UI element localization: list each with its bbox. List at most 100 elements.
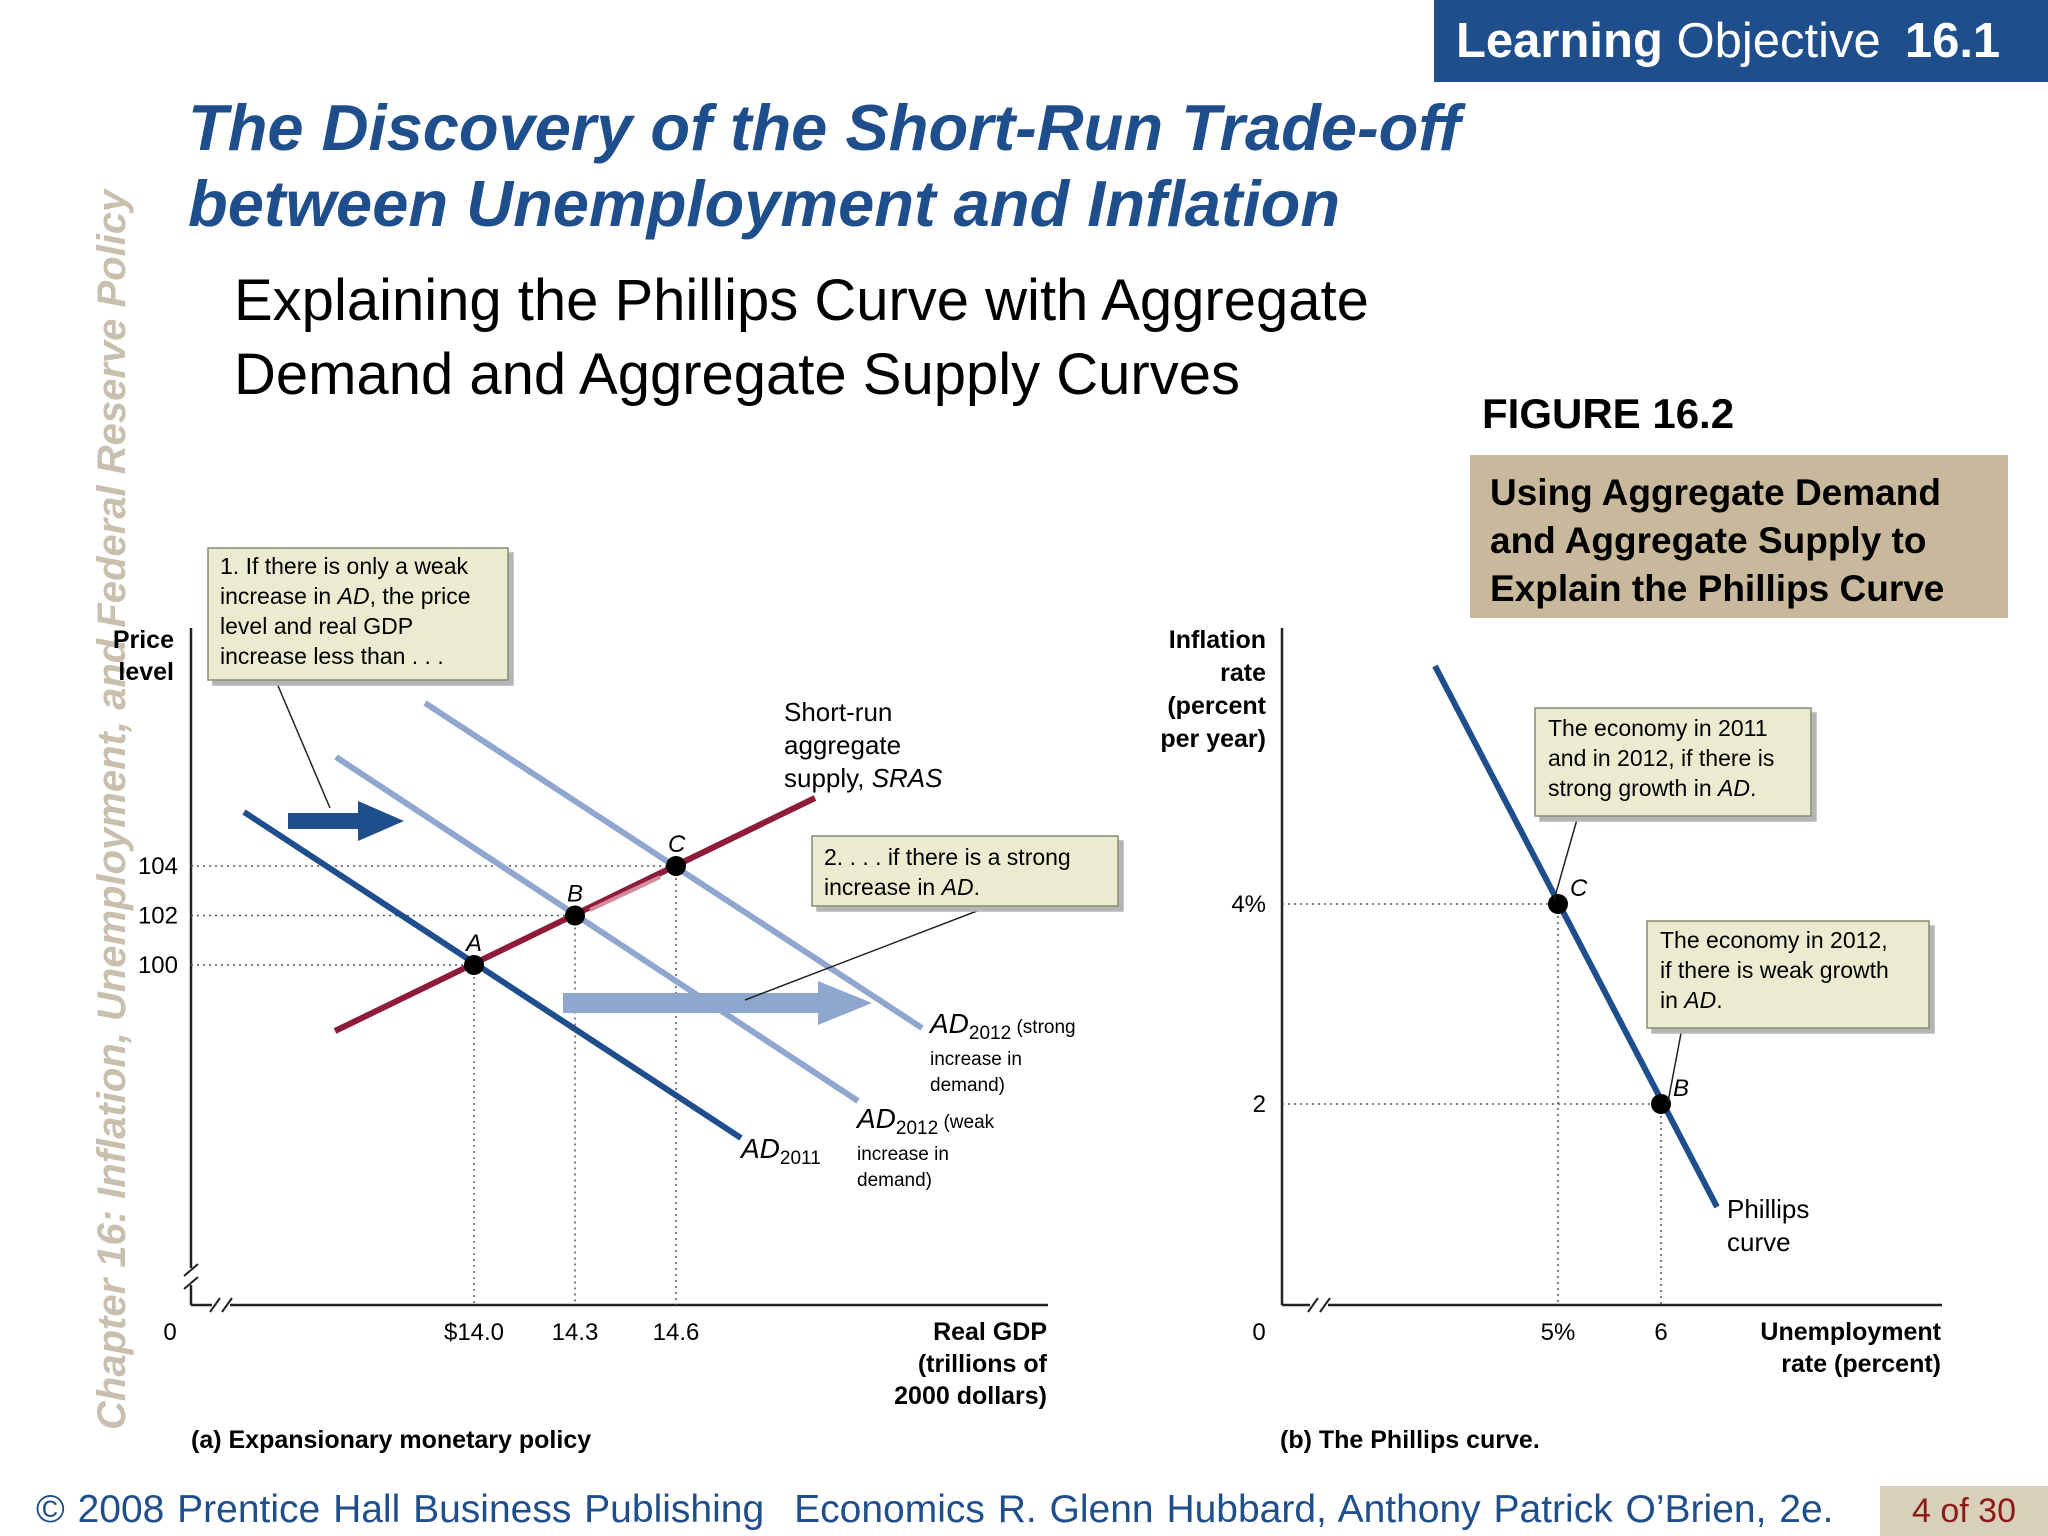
panel-a-point-A <box>464 955 484 975</box>
sras-label-3-text: supply, <box>784 763 872 793</box>
sras-shift-arrow <box>589 875 661 912</box>
panel-b-xlabel-2: rate (percent) <box>1781 1350 1941 1378</box>
panel-b-point-B <box>1651 1094 1671 1114</box>
panel-b-point-C <box>1548 894 1568 914</box>
panel-b-ylabel-2: rate <box>1220 659 1266 687</box>
panel-b-point-label-C: C <box>1570 875 1588 902</box>
note-b-strong-line1: The economy in 2011 <box>1548 715 1768 741</box>
note-strong-line2-b: . <box>974 874 980 900</box>
panel-b-ylabel-4: per year) <box>1160 725 1266 753</box>
slide-title-line1: The Discovery of the Short-Run Trade-off <box>188 91 1461 164</box>
panel-a-x-break1 <box>209 1297 221 1313</box>
ad-strong-label-sub: 2012 <box>969 1023 1011 1044</box>
panel-a-xlabel-2: (trillions of <box>918 1350 1048 1378</box>
panel-b-y-tick: 2 <box>1253 1091 1266 1118</box>
panel-a-weak-shift-arrow <box>288 801 404 841</box>
note-b-weak-line3-a: in <box>1660 987 1684 1013</box>
footer: © 2008 Prentice Hall Business Publishing… <box>36 1488 1863 1532</box>
note-b-weak-line1: The economy in 2012, <box>1660 927 1888 953</box>
panel-a-y-tick: 104 <box>138 853 178 880</box>
slide-subtitle-line2: Demand and Aggregate Supply Curves <box>234 342 1240 407</box>
ad-weak-note-1: (weak <box>938 1112 994 1133</box>
panel-a-points: A B C <box>464 831 686 975</box>
ad-strong-note-1: (strong <box>1011 1017 1075 1038</box>
panel-b-ticks: 5% 6 4% 2 <box>1231 891 1667 1346</box>
ad-weak-note-2: increase in <box>857 1144 949 1165</box>
note-weak-line4: increase less than . . . <box>220 643 444 669</box>
ad-weak-label-base: AD <box>855 1103 896 1134</box>
panel-b-caption: (b) The Phillips curve. <box>1280 1426 1540 1454</box>
panel-a-x-tick: $14.0 <box>444 1319 504 1346</box>
figure-caption-line2: and Aggregate Supply to <box>1490 520 1927 561</box>
panel-b-point-label-B: B <box>1673 1075 1689 1102</box>
ad-strong-note-3: demand) <box>930 1075 1005 1096</box>
panel-a-point-C <box>666 856 686 876</box>
ad2012-strong-curve <box>423 700 924 1031</box>
note-strong-line2: increase in AD. <box>824 874 980 900</box>
panel-b: Inflation rate (percent per year) 0 Unem… <box>1160 626 1942 1454</box>
note-b-weak-line2: if there is weak growth <box>1660 957 1889 983</box>
panel-a-origin: 0 <box>163 1319 176 1346</box>
note-weak-box <box>207 547 509 681</box>
ad2012-weak-curve <box>334 754 860 1104</box>
panel-a-y-break1 <box>183 1263 199 1277</box>
ad2011-label-sub: 2011 <box>780 1148 821 1169</box>
sras-label-1: Short-run <box>784 697 892 727</box>
panel-a-guides <box>191 865 677 1305</box>
panel-b-ylabel-3: (percent <box>1167 692 1266 720</box>
note-b-weak-box <box>1646 920 1930 1029</box>
learning-objective-banner: Learning Objective 16.1 <box>1434 0 2048 82</box>
ad-weak-label-sub: 2012 <box>896 1118 938 1139</box>
panel-a-x-break2 <box>221 1297 233 1313</box>
panel-a-point-label-B: B <box>567 881 583 908</box>
sras-label-2: aggregate <box>784 730 901 760</box>
phillips-label-1: Phillips <box>1727 1194 1809 1224</box>
slide-title-line2: between Unemployment and Inflation <box>188 167 1341 240</box>
note-b-weak-line3-b: . <box>1716 987 1722 1013</box>
panel-a-xlabel-3: 2000 dollars) <box>894 1382 1047 1410</box>
note-b-strong-line3: strong growth in AD. <box>1548 775 1756 801</box>
note-strong-line2-italic: AD <box>940 874 974 900</box>
panel-b-y-tick: 4% <box>1231 891 1266 918</box>
footer-copyright: © 2008 Prentice Hall Business Publishing <box>36 1488 765 1531</box>
note-weak-line2-a: increase in <box>220 583 338 609</box>
panel-a-caption: (a) Expansionary monetary policy <box>191 1426 591 1454</box>
panel-a-point-B <box>565 905 585 926</box>
note-weak-line2-italic: AD <box>336 583 370 609</box>
panel-b-x-tick: 6 <box>1654 1319 1667 1346</box>
ad2011-label-base: AD <box>739 1133 780 1164</box>
note-b-strong-leader <box>1553 815 1579 901</box>
panel-b-guides <box>1282 903 1662 1305</box>
panel-b-ylabel-1: Inflation <box>1169 626 1266 654</box>
note-weak-line1: 1. If there is only a weak <box>220 553 469 579</box>
note-b-strong-box <box>1534 707 1812 817</box>
ad-weak-note-3: demand) <box>857 1170 932 1191</box>
note-weak-line3: level and real GDP <box>220 613 413 639</box>
ad-strong-label-base: AD <box>928 1008 969 1039</box>
phillips-curve <box>1432 664 1720 1209</box>
figure-caption-line3: Explain the Phillips Curve <box>1490 568 1945 609</box>
panel-a-ticks: $14.0 14.3 14.6 104 102 100 <box>138 853 699 1346</box>
panel-b-origin: 0 <box>1252 1319 1265 1346</box>
panel-a-y-break2 <box>183 1276 199 1290</box>
figure-caption-line1: Using Aggregate Demand <box>1490 472 1941 513</box>
sras-label-3: supply, SRAS <box>784 763 943 793</box>
note-strong-line1: 2. . . . if there is a strong <box>824 844 1071 870</box>
panel-b-x-break1 <box>1307 1297 1319 1313</box>
panel-b-x-tick: 5% <box>1541 1319 1576 1346</box>
sras-curve <box>333 795 817 1034</box>
ad2011-label: AD2011 <box>739 1133 821 1169</box>
note-weak-line2-b: , the price <box>370 583 471 609</box>
panel-a-y-tick: 102 <box>138 903 178 930</box>
panel-a-strong-shift-arrow <box>563 981 872 1025</box>
note-b-strong-line3-italic: AD <box>1716 775 1750 801</box>
panel-a-x-tick: 14.3 <box>552 1319 599 1346</box>
slide-subtitle: Explaining the Phillips Curve with Aggre… <box>234 264 1494 412</box>
panel-b-xlabel-1: Unemployment <box>1760 1318 1941 1346</box>
panel-a-xlabel-1: Real GDP <box>933 1318 1047 1346</box>
page-number: 4 of 30 <box>1880 1486 2048 1536</box>
note-b-strong-line2: and in 2012, if there is <box>1548 745 1774 771</box>
ad-strong-label: AD2012 (strong <box>928 1008 1076 1044</box>
panel-a-y-tick: 100 <box>138 952 178 979</box>
footer-book: Economics R. Glenn Hubbard, Anthony Patr… <box>794 1488 1834 1531</box>
